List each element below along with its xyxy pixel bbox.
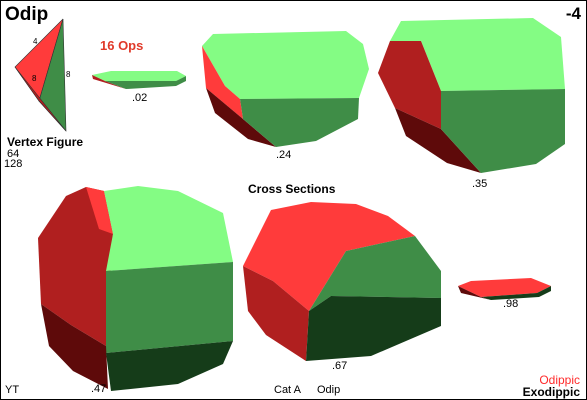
cross-section-98 <box>458 278 551 300</box>
polytope-name: Exodippic <box>522 385 580 399</box>
short-name-label: Odip <box>317 384 341 396</box>
cross-section-35 <box>378 18 565 173</box>
cross-section-label: .47 <box>91 383 107 395</box>
vertex-figure: 4 8 8 <box>14 18 71 132</box>
vertex-figure-title: Vertex Figure <box>7 135 84 149</box>
cross-section-label: .24 <box>276 149 292 161</box>
category-label: Cat A <box>274 384 301 396</box>
cross-sections-title: Cross Sections <box>248 182 336 196</box>
vertex-figure-label-8a: 8 <box>32 74 37 83</box>
cross-section-label: .02 <box>132 92 148 104</box>
polytope-name-red: Odippic <box>539 373 580 387</box>
page-title: Odip <box>5 4 49 25</box>
cross-section-24 <box>202 31 369 147</box>
vertex-figure-label-4: 4 <box>33 37 38 46</box>
cross-section-label: .35 <box>472 178 488 190</box>
vertex-count: 64 <box>7 148 20 160</box>
cross-section-02 <box>92 71 186 89</box>
cross-section-47 <box>38 186 233 391</box>
cross-section-67 <box>243 202 441 361</box>
cross-section-label: .98 <box>503 298 519 310</box>
polytope-code: -4 <box>565 4 581 23</box>
edge-count: 128 <box>4 158 23 170</box>
cross-section-label: .67 <box>332 360 348 372</box>
vertex-figure-label-8b: 8 <box>66 70 71 79</box>
ops-count: 16 Ops <box>100 38 144 53</box>
footer-initials: YT <box>5 384 20 396</box>
